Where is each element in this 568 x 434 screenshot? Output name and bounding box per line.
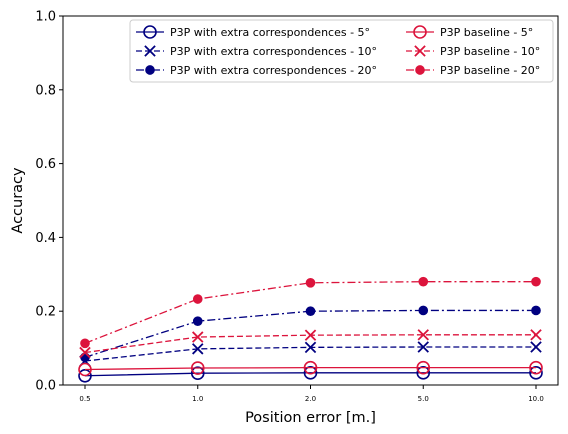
series-p3p-with-extra-correspondences-5deg-point (78, 368, 92, 383)
series-p3p-with-extra-correspondences-5deg-point (416, 366, 431, 380)
y-tick-label: 0.6 (35, 157, 56, 172)
legend: P3P with extra correspondences - 5° P3P w… (129, 19, 554, 83)
y-tick-label: 1.0 (35, 10, 56, 25)
series-p3p-with-extra-correspondences-5deg-line (84, 372, 536, 377)
legend-entry-p3p-baseline-10deg-marker-stroke-b (414, 45, 426, 57)
x-tick-label: 0.5 (79, 395, 90, 403)
series-p3p-baseline-20deg-point (80, 338, 90, 349)
series-p3p-baseline-10deg-point (79, 346, 91, 359)
series-p3p-baseline-10deg-point (530, 329, 542, 341)
series-p3p-with-extra-correspondences-10deg-point-stroke-b (192, 343, 204, 355)
series-p3p-baseline-20deg-point (192, 294, 203, 304)
series-p3p-baseline-10deg-point (417, 329, 429, 341)
series-p3p-baseline-10deg-point (192, 331, 204, 343)
legend-entry-p3p-with-extra-correspondences-10deg-label: P3P with extra correspondences - 10° (170, 45, 377, 58)
series-p3p-with-extra-correspondences-5deg-point (303, 366, 318, 380)
legend-entry-p3p-baseline-20deg: P3P baseline - 20° (406, 64, 540, 77)
series-p3p-with-extra-correspondences-20deg-point (192, 316, 203, 326)
ticks-layer: 0.0 0.2 0.4 0.6 0.8 1.0 0.5 1.0 2.0 5.0 10.0 (35, 10, 543, 404)
series-p3p-baseline-10deg-point (304, 329, 317, 341)
series-p3p-baseline-20deg-point (418, 276, 429, 287)
series-p3p-with-extra-correspondences-10deg-point (530, 341, 542, 353)
series-p3p-baseline-10deg-point-stroke-b (417, 329, 429, 341)
series-p3p-with-extra-correspondences-10deg-point (304, 341, 317, 354)
series-p3p-with-extra-correspondences-10deg-point (417, 341, 429, 353)
legend-entry-p3p-baseline-10deg-marker (414, 45, 426, 57)
series-p3p-baseline-5deg-point (303, 360, 318, 375)
legend-entry-p3p-baseline-10deg: P3P baseline - 10° (406, 45, 540, 58)
y-tick-label: 0.8 (35, 83, 56, 98)
legend-entry-p3p-with-extra-correspondences-5deg-marker (143, 25, 157, 39)
series-p3p-with-extra-correspondences-10deg-point-stroke-b (530, 341, 542, 353)
series-p3p-baseline-10deg-point-stroke-b (192, 331, 204, 343)
legend-entry-p3p-baseline-5deg: P3P baseline - 5° (406, 25, 533, 39)
x-tick-label: 5.0 (418, 395, 429, 403)
series-p3p-with-extra-correspondences-5deg (78, 366, 543, 383)
y-axis-label: Accuracy (10, 167, 26, 234)
legend-entry-p3p-with-extra-correspondences-5deg-label: P3P with extra correspondences - 5° (170, 26, 370, 39)
legend-entry-p3p-baseline-5deg-marker (413, 25, 427, 39)
series-p3p-baseline-10deg (79, 329, 542, 359)
series-p3p-baseline-20deg-point (305, 277, 316, 288)
series-p3p-baseline-5deg-line (84, 367, 536, 371)
series-p3p-baseline-10deg-point-stroke-b (530, 329, 542, 341)
x-axis-label: Position error [m.] (245, 410, 376, 426)
series-p3p-baseline-20deg (80, 276, 541, 349)
series-p3p-baseline-5deg-point (416, 360, 431, 375)
legend-entry-p3p-baseline-10deg-label: P3P baseline - 10° (440, 45, 540, 58)
legend-entry-p3p-with-extra-correspondences-20deg-marker (145, 65, 155, 75)
legend-entry-p3p-with-extra-correspondences-5deg: P3P with extra correspondences - 5° (136, 25, 370, 39)
y-tick-label: 0.2 (35, 305, 56, 320)
series-p3p-baseline-5deg-point (190, 361, 205, 375)
legend-entry-p3p-baseline-20deg-marker (415, 65, 425, 75)
series-p3p-baseline-20deg-point (531, 276, 541, 287)
legend-entry-p3p-baseline-20deg-label: P3P baseline - 20° (440, 64, 540, 77)
legend-entry-p3p-with-extra-correspondences-10deg-marker (144, 45, 156, 57)
legend-entry-p3p-with-extra-correspondences-10deg: P3P with extra correspondences - 10° (136, 45, 377, 58)
series-p3p-with-extra-correspondences-10deg-point (192, 343, 204, 355)
series-p3p-with-extra-correspondences-20deg (80, 305, 541, 363)
x-tick-label: 1.0 (192, 395, 203, 403)
series-p3p-baseline-5deg (78, 360, 543, 377)
series-p3p-baseline-10deg-point-stroke-b (79, 346, 91, 359)
legend-box (129, 19, 554, 83)
series-p3p-baseline-10deg-point-stroke-b (304, 329, 317, 341)
legend-entry-p3p-with-extra-correspondences-20deg: P3P with extra correspondences - 20° (136, 64, 377, 77)
series-layer (78, 276, 543, 383)
series-p3p-with-extra-correspondences-20deg-point (531, 305, 541, 316)
series-p3p-with-extra-correspondences-10deg-point-stroke-b (304, 341, 317, 354)
y-tick-label: 0.0 (35, 379, 56, 394)
legend-entry-p3p-with-extra-correspondences-20deg-label: P3P with extra correspondences - 20° (170, 64, 377, 77)
legend-entry-p3p-with-extra-correspondences-10deg-marker-stroke-b (144, 45, 156, 57)
x-tick-label: 10.0 (528, 395, 544, 403)
y-tick-label: 0.4 (35, 231, 56, 246)
series-p3p-baseline-5deg-point (78, 362, 92, 377)
series-p3p-with-extra-correspondences-5deg-point (190, 366, 205, 380)
series-p3p-with-extra-correspondences-10deg-point-stroke-b (417, 341, 429, 353)
legend-entry-p3p-baseline-5deg-label: P3P baseline - 5° (440, 26, 533, 39)
x-tick-label: 2.0 (305, 395, 316, 403)
series-p3p-baseline-5deg-point (529, 360, 543, 375)
series-p3p-with-extra-correspondences-5deg-point (529, 366, 543, 380)
series-p3p-with-extra-correspondences-20deg-point (305, 306, 316, 317)
series-p3p-with-extra-correspondences-20deg-point (418, 305, 429, 316)
